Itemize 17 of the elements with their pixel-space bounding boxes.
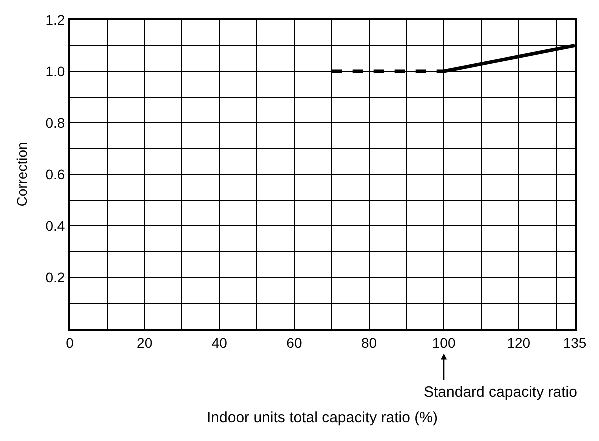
x-tick-label: 135 — [563, 334, 587, 351]
x-tick-label: 120 — [507, 334, 531, 351]
x-tick-label: 20 — [137, 334, 153, 351]
y-tick-label: 0.6 — [46, 166, 66, 182]
y-tick-label: 0.2 — [46, 269, 66, 286]
y-tick-label: 1.0 — [46, 63, 66, 80]
x-tick-label: 40 — [212, 334, 228, 351]
y-axis-title: Correction — [14, 142, 30, 207]
x-tick-label: 100 — [432, 334, 456, 351]
x-axis-title: Indoor units total capacity ratio (%) — [207, 409, 438, 426]
x-tick-label: 0 — [66, 334, 74, 351]
y-tick-label: 0.4 — [46, 218, 66, 234]
y-tick-label: 0.8 — [46, 114, 66, 131]
x-tick-label: 60 — [286, 334, 302, 351]
y-tick-label: 1.2 — [46, 12, 66, 28]
text: Standard capacity ratio — [424, 384, 578, 401]
x-tick-label: 80 — [361, 334, 378, 351]
